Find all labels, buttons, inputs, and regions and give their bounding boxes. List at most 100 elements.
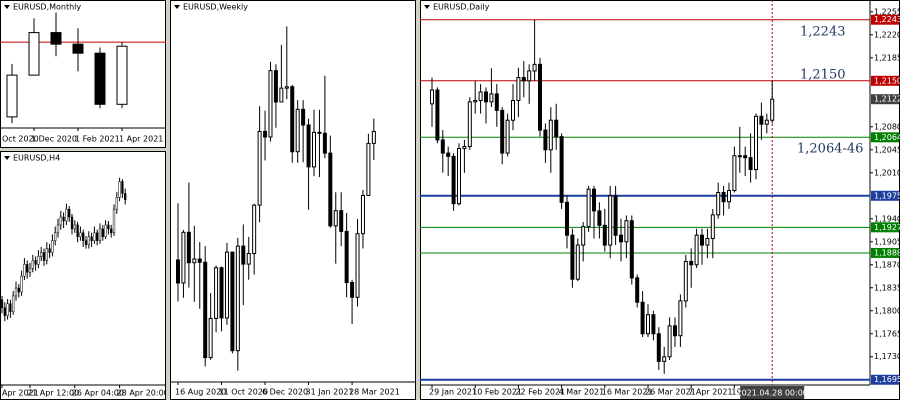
candle-body [333, 210, 338, 227]
candle-body [93, 232, 96, 241]
candle-body [646, 314, 650, 335]
candle-body [656, 333, 661, 362]
y-tick-label: 1,2080 [874, 122, 900, 131]
title-icon [424, 5, 430, 9]
candle-body [732, 155, 737, 192]
x-tick-label: 29 Jan 2021 [429, 388, 477, 397]
candle-body [635, 277, 640, 303]
candle-body [608, 195, 613, 246]
candle-body [104, 224, 107, 238]
y-tick-label: 1,2010 [874, 168, 900, 177]
candle-body [28, 268, 32, 273]
candle-body [23, 264, 26, 277]
candle-body [59, 216, 62, 226]
x-tick-label: 31 Jan 2021 [306, 388, 354, 397]
x-tick-label: 28 Mar 2021 [349, 388, 400, 397]
candle-body [268, 70, 273, 138]
candle-body [764, 119, 769, 125]
candle-body [26, 264, 29, 273]
candle-body [651, 314, 656, 335]
candle-body [50, 32, 62, 45]
candle-body [94, 52, 106, 105]
candle-body [344, 230, 349, 284]
candle-body [710, 214, 715, 239]
candle-body [3, 307, 6, 316]
candle-body [430, 89, 434, 105]
y-tick-label: 1,1940 [874, 214, 900, 223]
price-tag [871, 374, 899, 385]
candle-body [96, 232, 99, 241]
candle-body [500, 109, 505, 154]
annotation: 1,2243 [800, 25, 846, 40]
candle-body [748, 157, 753, 171]
candle-body [322, 132, 327, 154]
price-tag [871, 132, 899, 143]
candle-body [124, 193, 127, 200]
candle-body [613, 195, 618, 236]
x-tick-label: Apr 2021 [2, 389, 39, 398]
y-tick-label: 1,1835 [874, 283, 900, 292]
candle-body [565, 201, 569, 236]
candle-body [12, 295, 15, 312]
candle-body [689, 260, 694, 266]
candle-body [440, 139, 445, 154]
candle-body [84, 240, 88, 245]
candle-body [176, 259, 180, 284]
candle-body [554, 119, 559, 138]
y-tick-label: 1,1905 [874, 237, 900, 246]
candle-body [110, 228, 113, 234]
candle-body [640, 301, 645, 335]
candle-body [214, 267, 219, 319]
candle-body [31, 260, 34, 269]
candle-body [62, 216, 65, 222]
candle-body [121, 181, 124, 194]
candle-body [273, 70, 278, 103]
x-tick-label: 6 Dec 2020 [262, 388, 308, 397]
price-tag-label: 1,1975 [874, 191, 900, 200]
candle-body [435, 89, 440, 141]
candle-body [366, 142, 371, 196]
candle-body [70, 216, 74, 230]
candle-body [14, 287, 18, 297]
candle-body [230, 251, 235, 352]
candle-body [72, 43, 84, 54]
candle-body [457, 147, 461, 205]
y-tick-label: 1,2045 [874, 145, 900, 154]
y-tick-label: 1,2255 [874, 7, 900, 16]
candle-body [581, 226, 586, 246]
candle-body [284, 86, 289, 89]
candle-body [101, 228, 104, 238]
candle-body [197, 258, 202, 263]
price-tag-label: 1,1888 [874, 248, 900, 257]
candle-body [538, 63, 542, 131]
x-tick-label: 16 Aug 2020 [175, 388, 226, 397]
candle-body [98, 228, 102, 241]
y-tick-label: 1,1730 [874, 352, 900, 361]
x-tick-label: 1 Apr 2021 [119, 135, 163, 144]
candle-body [312, 131, 316, 168]
candle-body [118, 181, 121, 198]
candle-body [473, 100, 478, 103]
candle-body [279, 87, 284, 103]
price-tag-label: 1,2064 [874, 133, 900, 142]
candle-body [484, 91, 488, 103]
candle-body [235, 245, 240, 352]
price-tag-label: 1,1695 [874, 375, 900, 384]
cursor-label-box [740, 386, 805, 399]
candle-body [505, 119, 510, 154]
candle-body [673, 325, 677, 337]
candle-body [90, 236, 93, 241]
candle-body [37, 256, 40, 265]
candle-body [257, 130, 262, 206]
candle-body [592, 188, 596, 212]
price-tag-label: 1,2122 [874, 95, 900, 104]
x-tick-label: 10 Feb 2021 [472, 388, 522, 397]
candle-body [339, 210, 344, 232]
candle-body [107, 224, 110, 230]
chart-title: EURUSD,Monthly [13, 3, 81, 12]
candle-body [65, 208, 68, 222]
price-tag [871, 94, 899, 105]
candle-body [40, 252, 43, 257]
